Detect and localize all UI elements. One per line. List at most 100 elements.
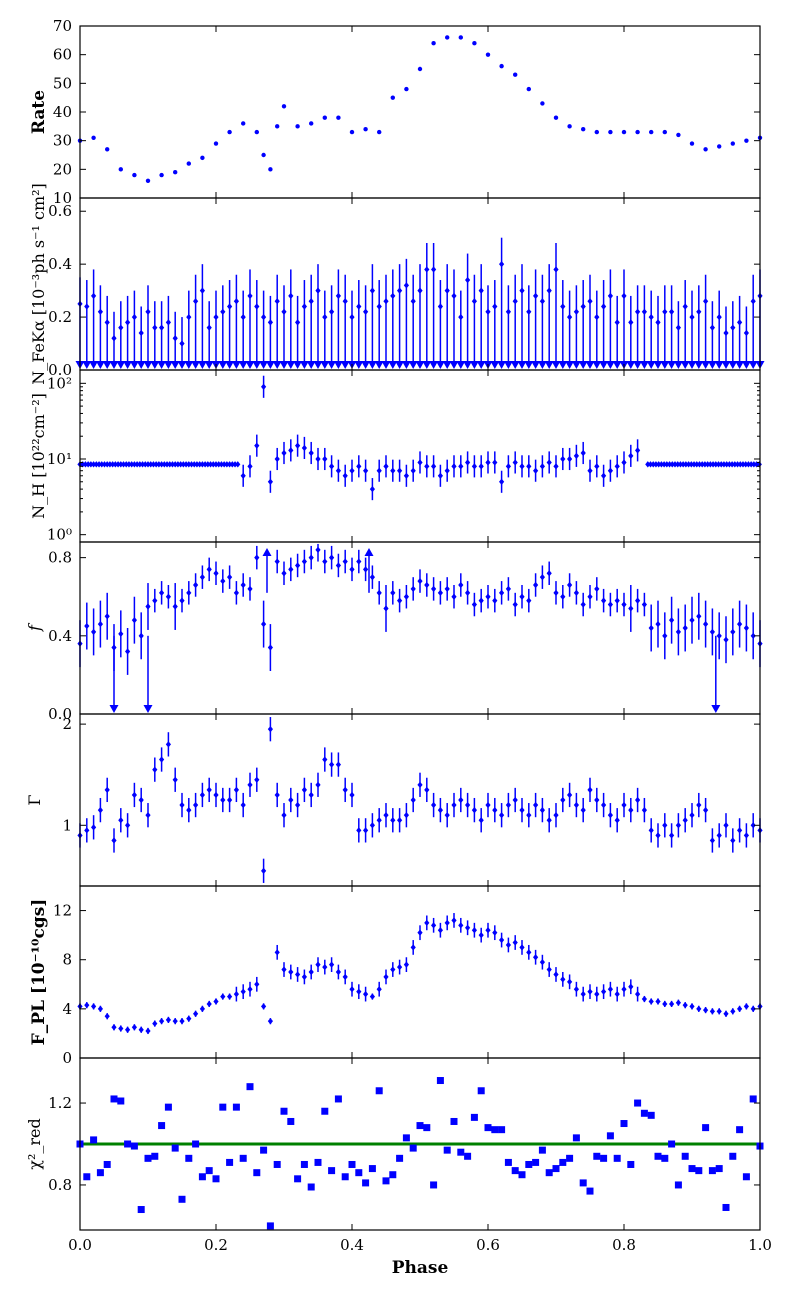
data-point <box>635 597 641 604</box>
data-point <box>200 155 205 161</box>
data-point <box>84 622 90 630</box>
data-point <box>696 308 702 315</box>
data-point <box>227 993 233 1000</box>
fixed-point <box>732 461 738 468</box>
data-point <box>722 1203 730 1211</box>
data-point <box>621 801 627 809</box>
fixed-point <box>107 461 113 468</box>
data-point <box>567 313 573 321</box>
data-point <box>186 1015 192 1022</box>
data-point <box>525 1160 533 1168</box>
data-point <box>579 1179 587 1187</box>
y-tick-label: 30 <box>53 132 72 150</box>
fixed-point <box>734 461 741 468</box>
data-point <box>553 115 559 120</box>
data-point <box>580 601 586 608</box>
data-point <box>431 266 437 273</box>
data-point <box>356 988 362 995</box>
data-point <box>328 1167 336 1175</box>
upper-limit-arrow <box>340 361 350 369</box>
y-tick-label: 12 <box>53 902 72 920</box>
y-axis-label: N_FeKα [10⁻³ph s⁻¹ cm²] <box>29 183 48 385</box>
data-point <box>504 1158 512 1166</box>
upper-limit-arrow <box>184 361 194 369</box>
data-point <box>736 1126 744 1134</box>
data-point <box>335 562 341 569</box>
data-point <box>179 340 185 347</box>
data-point <box>512 939 518 946</box>
data-point <box>172 1017 178 1025</box>
x-tick-label: 1.0 <box>748 1236 772 1254</box>
data-point <box>559 1158 567 1166</box>
data-point <box>464 1152 472 1160</box>
y-tick-label: 40 <box>53 103 72 121</box>
data-point <box>471 806 477 814</box>
data-point <box>737 319 743 326</box>
data-point <box>607 811 613 819</box>
fixed-point <box>715 461 722 468</box>
data-point <box>553 266 559 273</box>
data-point <box>621 292 627 300</box>
fixed-point <box>740 461 746 468</box>
data-point <box>458 35 463 40</box>
data-point <box>743 624 749 632</box>
data-point <box>431 922 437 929</box>
upper-limit-arrow <box>605 361 615 369</box>
data-point <box>730 628 736 636</box>
data-point <box>655 620 661 628</box>
fixed-point <box>688 461 694 468</box>
data-point <box>335 761 341 768</box>
data-point <box>703 620 709 628</box>
data-point <box>355 1169 363 1177</box>
upper-limit-arrow <box>510 361 520 369</box>
data-point <box>478 931 484 939</box>
data-point <box>334 1095 342 1103</box>
data-point <box>233 990 239 998</box>
fixed-point <box>694 461 700 468</box>
data-point <box>199 1005 205 1013</box>
data-point <box>688 1165 696 1173</box>
data-point <box>118 324 124 331</box>
data-point <box>390 467 396 474</box>
data-point <box>301 786 307 794</box>
data-point <box>172 603 178 610</box>
data-point <box>424 786 430 794</box>
upper-limit-arrow <box>714 361 724 369</box>
data-point <box>532 1158 540 1166</box>
fixed-point <box>123 461 129 468</box>
data-point <box>689 1003 695 1010</box>
data-point <box>349 986 355 993</box>
data-point <box>322 756 328 763</box>
data-point <box>526 308 532 315</box>
upper-limit-arrow <box>123 361 133 369</box>
data-point <box>138 796 144 804</box>
y-tick-label: 2 <box>62 715 72 733</box>
data-point <box>492 806 498 814</box>
data-point <box>674 1181 682 1189</box>
upper-limit-arrow <box>517 361 527 369</box>
data-point <box>349 566 355 573</box>
fixed-point <box>661 461 667 468</box>
data-point <box>723 329 729 337</box>
data-point <box>390 95 395 100</box>
upper-limit-arrow <box>728 361 738 369</box>
data-point <box>97 620 103 628</box>
data-point <box>505 801 511 809</box>
upper-limit-arrow <box>293 361 303 369</box>
data-point <box>314 1158 322 1166</box>
fixed-point <box>691 461 697 468</box>
data-point <box>144 1154 152 1162</box>
fixed-point <box>156 461 162 468</box>
data-point <box>301 303 307 310</box>
data-point <box>138 632 144 640</box>
data-point <box>178 1195 186 1203</box>
data-point <box>199 287 205 294</box>
data-point <box>145 603 151 610</box>
data-point <box>165 741 171 748</box>
data-point <box>91 628 97 636</box>
x-tick-label: 0.2 <box>204 1236 228 1254</box>
fixed-point <box>197 461 203 468</box>
upper-limit-arrow <box>109 361 119 369</box>
upper-limit-arrow <box>435 361 445 369</box>
data-point <box>681 1152 689 1160</box>
